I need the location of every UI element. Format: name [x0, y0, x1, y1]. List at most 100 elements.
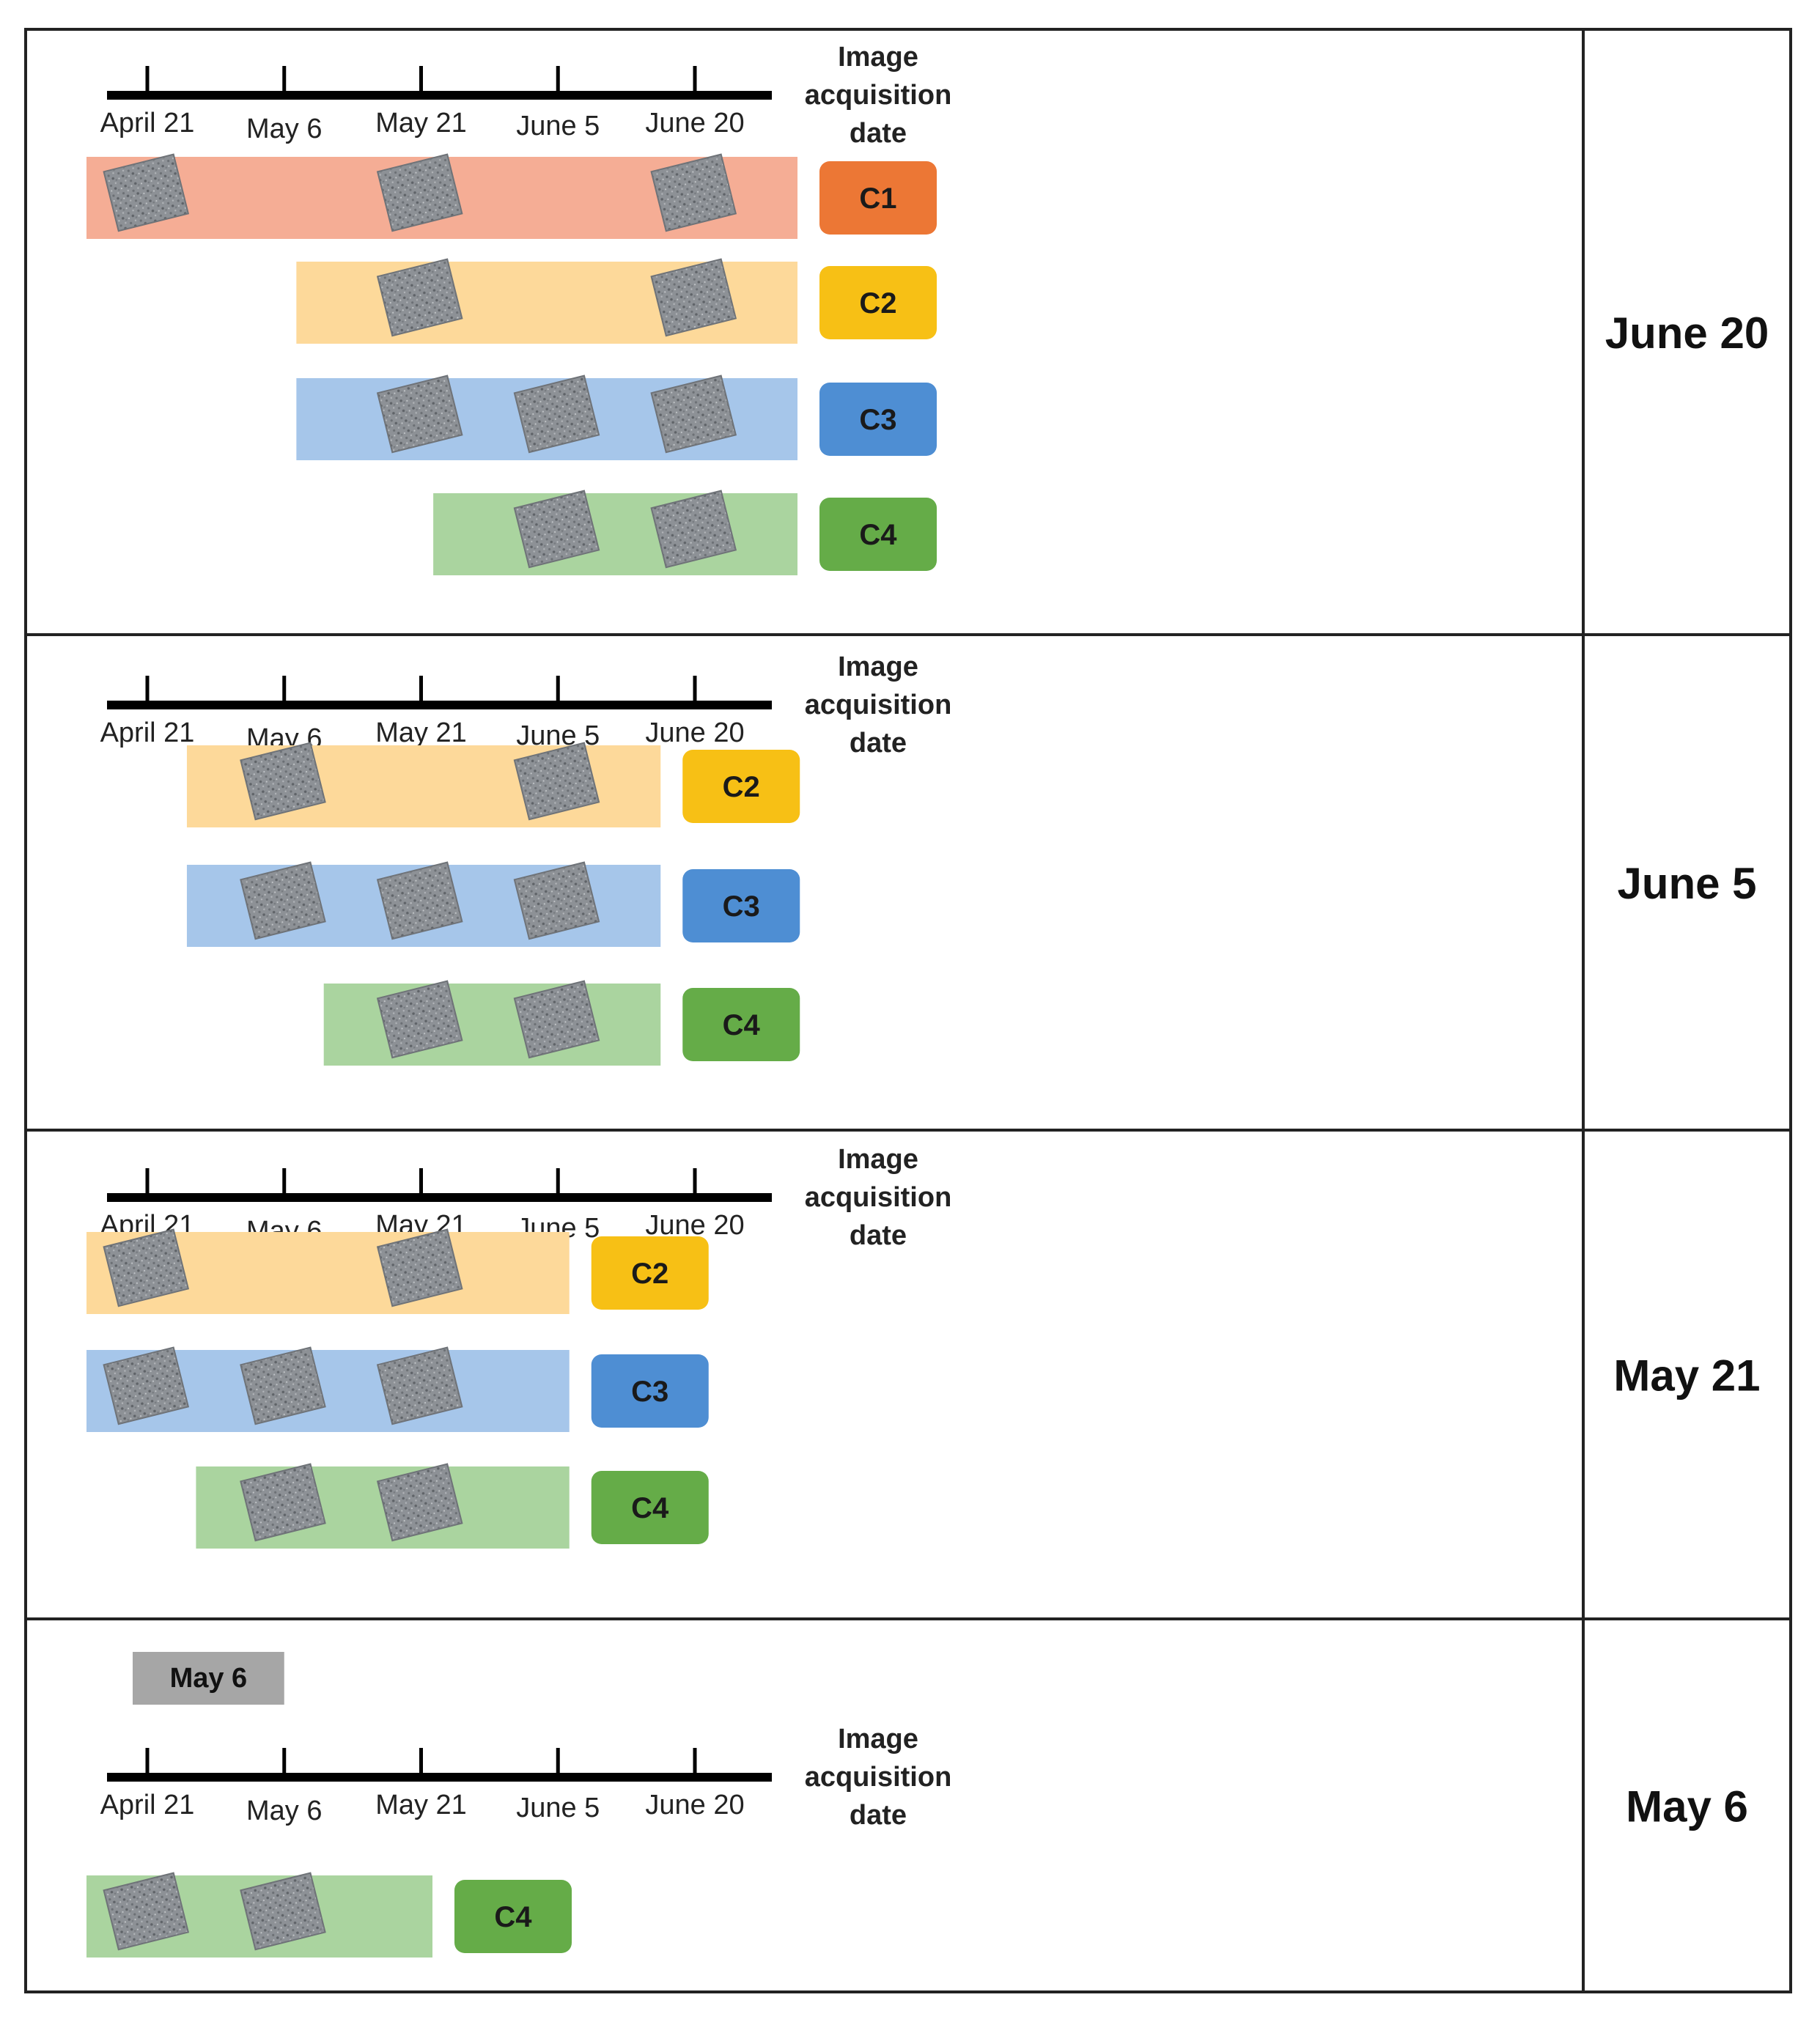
satellite-image-thumbnail: [240, 742, 326, 821]
class-badge-label: C3: [723, 890, 760, 923]
axis-tick-label: April 21: [100, 717, 195, 748]
panel-1: April 21 May 6 May 21 June 5 June 20 Image acq…: [86, 42, 1769, 575]
satellite-image-thumbnail: [650, 258, 737, 337]
axis-caption-line: acquisition: [805, 80, 952, 111]
satellite-image-thumbnail: [240, 1463, 326, 1542]
class-badge: [454, 1880, 572, 1953]
axis-caption-line: Image: [838, 1144, 918, 1175]
class-badge-label: C4: [723, 1009, 761, 1041]
class-row-c3: C3: [186, 861, 800, 947]
class-row-c4: C4: [323, 980, 800, 1066]
date-marker-box: [133, 1652, 284, 1705]
axis-tick-label: May 21: [375, 108, 467, 139]
class-badge: [591, 1354, 709, 1428]
axis-tick-label: June 5: [516, 111, 600, 141]
class-badge: [819, 161, 937, 235]
axis-caption-line: date: [850, 1800, 907, 1831]
satellite-image-thumbnail: [650, 374, 737, 454]
axis-caption-line: acquisition: [805, 690, 952, 720]
panel-3: April 21 May 6 May 21 June 5 June 20Imageacq…: [86, 1144, 1761, 1549]
satellite-image-thumbnail: [103, 153, 190, 232]
satellite-image-thumbnail: [513, 490, 600, 569]
axis-caption-line: date: [850, 118, 907, 149]
axis-tick-label: June 20: [645, 1210, 744, 1241]
axis-tick-label: May 21: [375, 1790, 467, 1820]
class-row-c2: C2: [186, 742, 800, 827]
axis-caption-line: acquisition: [805, 1762, 952, 1793]
class-row-c2: C2: [86, 1228, 709, 1314]
satellite-image-thumbnail: [376, 1346, 463, 1425]
axis-tick-label: June 20: [645, 717, 744, 748]
satellite-image-thumbnail: [103, 1228, 190, 1307]
axis-tick-label: April 21: [100, 1790, 195, 1820]
axis-caption-line: date: [850, 728, 907, 759]
satellite-image-thumbnail: [376, 374, 463, 454]
satellite-image-thumbnail: [513, 742, 600, 821]
class-row-c4: C4: [433, 490, 937, 575]
satellite-image-thumbnail: [650, 153, 737, 232]
class-badge: [591, 1471, 709, 1544]
outer-frame: [24, 28, 1792, 1993]
class-badge: [819, 266, 937, 339]
composite-period-bar: [323, 984, 661, 1066]
class-badge-label: C2: [631, 1258, 668, 1290]
satellite-image-thumbnail: [240, 861, 326, 940]
satellite-image-thumbnail: [376, 1463, 463, 1542]
panel-2: April 21 May 6 May 21 June 5 June 20Imageacq…: [100, 652, 1757, 1066]
class-badge-label: C2: [723, 771, 760, 803]
class-badge-label: C2: [859, 287, 896, 320]
class-row-c4: C4: [86, 1872, 572, 1958]
satellite-image-thumbnail: [376, 153, 463, 232]
axis-caption-line: date: [850, 1220, 907, 1251]
satellite-image-thumbnail: [376, 980, 463, 1059]
class-row-c1: C1: [86, 153, 937, 239]
satellite-image-thumbnail: [240, 1872, 326, 1951]
class-badge-label: C4: [494, 1901, 532, 1933]
axis-tick-label: April 21: [100, 108, 195, 139]
satellite-image-thumbnail: [376, 1228, 463, 1307]
panel-4: May 6 April 21 May 6 May 21 June 5 June 20 Ima…: [86, 1652, 1748, 1958]
timeline-figure: April 21 May 6 May 21 June 5 June 20 Image acq…: [24, 28, 1792, 1993]
axis-tick-label: May 21: [375, 717, 467, 748]
axis-tick-label: June 20: [645, 1790, 744, 1820]
class-badge: [819, 498, 937, 571]
satellite-image-thumbnail: [103, 1872, 190, 1951]
class-row-c2: C2: [296, 258, 937, 344]
satellite-image-thumbnail: [513, 980, 600, 1059]
class-badge-label: C1: [859, 182, 896, 215]
panel-date-label: May 6: [1626, 1782, 1748, 1831]
panel-date-label: May 21: [1613, 1351, 1760, 1401]
axis-tick-label: June 5: [516, 1793, 600, 1823]
class-badge-label: C3: [631, 1376, 668, 1408]
class-badge-label: C4: [859, 519, 897, 551]
composite-period-bar: [433, 493, 797, 575]
class-row-c3: C3: [86, 1346, 709, 1432]
class-badge: [819, 383, 937, 456]
satellite-image-thumbnail: [650, 490, 737, 569]
class-badge-label: C3: [859, 404, 896, 436]
axis-tick-label: May 6: [246, 114, 322, 144]
panel-date-label: June 20: [1605, 309, 1769, 358]
axis-tick-label: May 6: [246, 1796, 322, 1826]
axis-caption-line: Image: [838, 42, 918, 73]
axis-tick-label: June 20: [645, 108, 744, 139]
class-badge: [682, 750, 800, 823]
date-marker-label: May 6: [170, 1663, 248, 1694]
satellite-image-thumbnail: [376, 258, 463, 337]
axis-caption-line: Image: [838, 1724, 918, 1755]
axis-caption-line: acquisition: [805, 1182, 952, 1213]
satellite-image-thumbnail: [513, 374, 600, 454]
class-badge: [682, 869, 800, 942]
class-badge: [591, 1236, 709, 1310]
axis-caption-line: Image: [838, 652, 918, 682]
satellite-image-thumbnail: [513, 861, 600, 940]
class-badge-label: C4: [631, 1492, 669, 1524]
satellite-image-thumbnail: [376, 861, 463, 940]
satellite-image-thumbnail: [103, 1346, 190, 1425]
class-row-c3: C3: [296, 374, 937, 460]
satellite-image-thumbnail: [240, 1346, 326, 1425]
class-badge: [682, 988, 800, 1061]
panel-date-label: June 5: [1617, 859, 1756, 908]
